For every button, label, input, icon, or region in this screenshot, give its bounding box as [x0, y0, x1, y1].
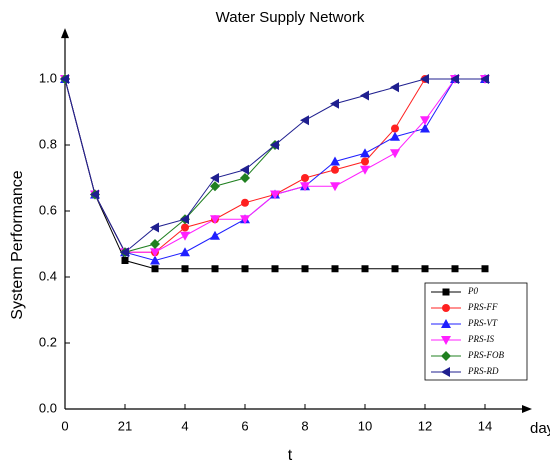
data-point — [90, 189, 99, 200]
data-point — [270, 140, 279, 150]
legend-box — [424, 282, 528, 381]
data-point — [480, 74, 489, 84]
data-point — [60, 74, 69, 84]
legend-label: PRS-FOB — [467, 350, 504, 360]
data-point — [331, 165, 339, 174]
data-point — [240, 164, 249, 175]
data-point — [210, 215, 220, 225]
data-point — [271, 265, 279, 273]
data-point — [120, 247, 129, 258]
data-point — [301, 265, 309, 273]
y-tick-label: 0.2 — [39, 334, 57, 349]
series-line — [64, 78, 485, 262]
y-tick-label: 1.0 — [39, 70, 57, 85]
legend-marker — [441, 336, 451, 345]
data-point — [451, 265, 459, 273]
data-point — [121, 257, 129, 264]
data-point — [360, 90, 369, 101]
data-point — [241, 198, 249, 207]
x-tick-label: 21 — [118, 418, 132, 433]
data-point — [300, 182, 310, 192]
y-tick-label: 0.6 — [39, 202, 57, 217]
legend-marker — [441, 351, 451, 361]
series-line — [64, 78, 485, 253]
data-point — [390, 82, 399, 93]
legend-marker — [442, 288, 450, 296]
series-line — [64, 78, 276, 253]
legend-label: PRS-VT — [467, 318, 498, 328]
data-point — [420, 116, 430, 126]
data-point — [330, 182, 340, 192]
x-tick-label: 6 — [241, 418, 248, 433]
data-point — [240, 173, 250, 183]
data-point — [390, 131, 400, 141]
x-tick-label: 8 — [301, 418, 308, 433]
data-point — [420, 74, 429, 84]
data-point — [450, 74, 459, 84]
x-tick-label: 4 — [181, 418, 188, 433]
y-tick-label: 0.0 — [39, 400, 57, 415]
data-point — [331, 265, 339, 273]
x-tick-label: 14 — [478, 418, 492, 433]
data-point — [180, 214, 189, 225]
x-axis-unit: day — [530, 420, 550, 437]
legend-marker — [441, 319, 451, 328]
data-point — [210, 230, 220, 240]
series-line — [64, 78, 485, 253]
data-point — [421, 265, 429, 273]
data-point — [300, 115, 309, 126]
data-point — [181, 265, 189, 273]
data-point — [181, 223, 189, 232]
data-point — [180, 231, 190, 241]
data-point — [361, 265, 369, 273]
data-point — [330, 98, 339, 109]
data-point — [360, 148, 370, 158]
data-point — [211, 265, 219, 273]
series-line — [64, 78, 485, 270]
data-point — [360, 165, 370, 175]
data-point — [391, 124, 399, 133]
series-line — [64, 78, 485, 254]
data-point — [481, 265, 489, 273]
data-point — [150, 239, 160, 249]
legend-label: P0 — [467, 286, 478, 296]
x-tick-label: 10 — [358, 418, 372, 433]
legend-marker — [442, 304, 450, 312]
legend-label: PRS-RD — [467, 366, 499, 376]
data-point — [330, 156, 340, 166]
chart-title: Water Supply Network — [216, 9, 365, 26]
y-axis-arrow — [61, 28, 69, 39]
data-point — [180, 247, 190, 257]
legend-label: PRS-FF — [467, 302, 498, 312]
data-point — [270, 190, 280, 200]
data-point — [210, 173, 219, 183]
x-tick-label: 12 — [418, 418, 432, 433]
data-point — [150, 222, 159, 233]
x-axis-label: t — [288, 447, 293, 464]
data-point — [390, 149, 400, 159]
data-point — [150, 255, 160, 265]
data-point — [210, 181, 220, 192]
data-point — [420, 123, 430, 133]
legend-label: PRS-IS — [467, 334, 494, 344]
y-axis-label: System Performance — [9, 170, 26, 319]
data-point — [391, 265, 399, 273]
legend-marker — [441, 367, 450, 377]
y-tick-label: 0.8 — [39, 136, 57, 151]
x-tick-label: 0 — [61, 418, 68, 433]
data-point — [241, 265, 249, 273]
data-point — [151, 265, 159, 273]
x-axis-arrow — [522, 405, 532, 413]
data-point — [301, 174, 309, 182]
y-tick-label: 0.4 — [39, 268, 57, 283]
data-point — [240, 215, 250, 225]
data-point — [361, 157, 369, 166]
data-point — [150, 248, 160, 258]
